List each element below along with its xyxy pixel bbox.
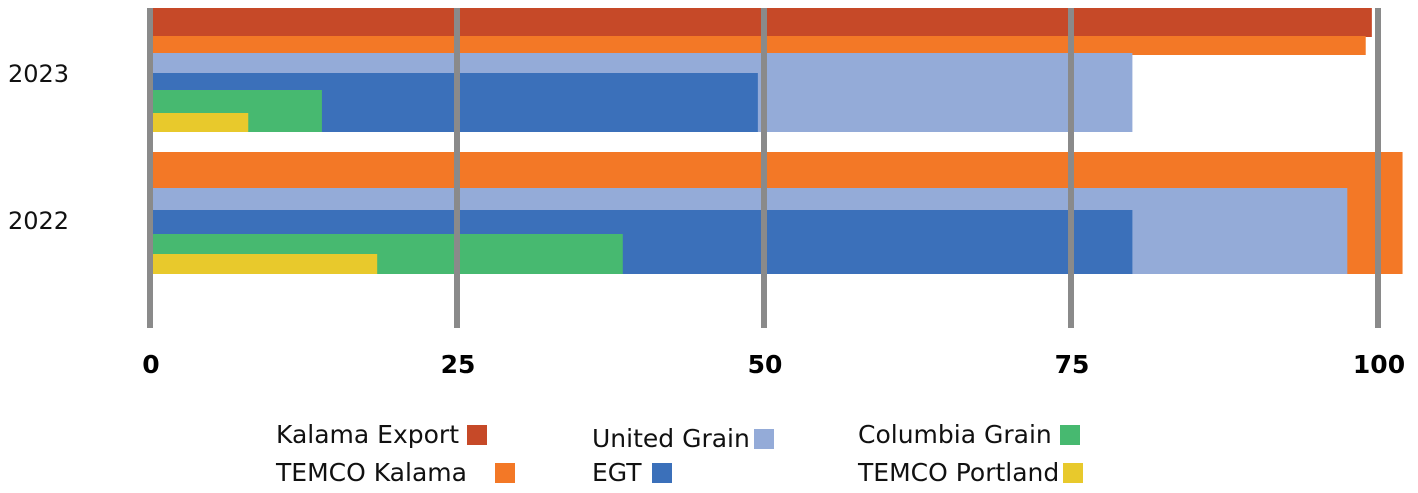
bar-2023-temco-kalama — [150, 36, 1366, 55]
legend-label: Columbia Grain — [858, 420, 1052, 449]
bar-chart: 2023 2022 0 25 50 75 100 — [8, 8, 1405, 379]
x-tick-labels: 0 25 50 75 100 — [142, 350, 1405, 379]
x-tick-label: 100 — [1353, 350, 1405, 379]
x-tick-label: 75 — [1055, 350, 1090, 379]
bar-2023-temco-portland — [150, 113, 249, 132]
legend-swatch — [1059, 424, 1080, 445]
legend-item-temco-kalama: TEMCO Kalama — [276, 458, 515, 487]
x-tick-label: 0 — [142, 350, 159, 379]
legend-label: TEMCO Portland — [858, 458, 1060, 487]
legend-item-columbia-grain: Columbia Grain — [858, 420, 1080, 449]
legend-label: TEMCO Kalama — [276, 458, 467, 487]
legend-swatch — [494, 462, 515, 483]
legend-swatch — [651, 462, 672, 483]
legend-label: EGT — [592, 458, 642, 487]
legend-swatch — [467, 424, 487, 445]
x-tick-label: 25 — [441, 350, 476, 379]
bar-2023-kalama-export — [150, 8, 1372, 37]
legend-item-united-grain: United Grain — [592, 424, 774, 453]
legend-swatch — [1063, 462, 1084, 483]
bars-layer — [150, 8, 1403, 274]
legend-item-kalama-export: Kalama Export — [276, 420, 487, 449]
legend-label: Kalama Export — [276, 420, 459, 449]
legend-item-egt: EGT — [592, 458, 672, 487]
gridlines — [147, 8, 1381, 328]
x-tick-label: 50 — [748, 350, 783, 379]
legend-item-temco-portland: TEMCO Portland — [858, 458, 1084, 487]
legend-swatch — [753, 428, 774, 449]
category-label-2022: 2022 — [8, 207, 69, 235]
category-label-2023: 2023 — [8, 60, 69, 88]
legend: Kalama Export TEMCO Kalama United Grain … — [270, 418, 1170, 493]
bar-2022-temco-portland — [150, 254, 378, 274]
category-labels: 2023 2022 — [8, 60, 69, 235]
legend-label: United Grain — [592, 424, 750, 453]
